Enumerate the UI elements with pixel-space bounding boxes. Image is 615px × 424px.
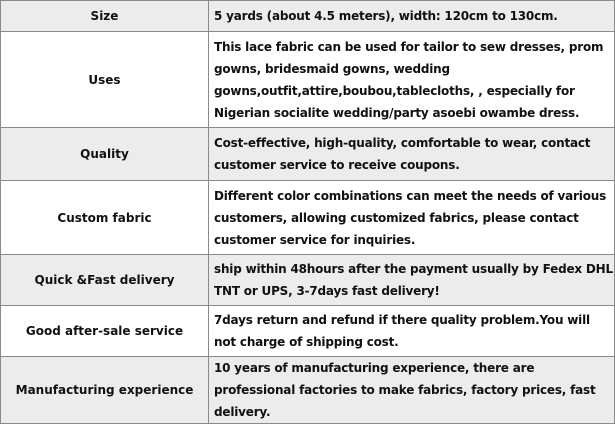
row-value: ship within 48hours after the payment us…	[208, 254, 615, 306]
value-line: Cost-effective, high-quality, comfortabl…	[214, 136, 591, 150]
row-label: Quick &Fast delivery	[0, 254, 209, 306]
value-line: TNT or UPS, 3-7days fast delivery!	[214, 284, 440, 298]
row-label: Uses	[0, 31, 209, 128]
value-line: 5 yards (about 4.5 meters), width: 120cm…	[214, 9, 558, 23]
value-line: ship within 48hours after the payment us…	[214, 262, 613, 276]
row-value: Different color combinations can meet th…	[208, 180, 615, 255]
row-label: Size	[0, 0, 209, 32]
row-value: Cost-effective, high-quality, comfortabl…	[208, 127, 615, 181]
table-row: Good after-sale service 7days return and …	[0, 305, 615, 357]
value-line: gowns,outfit,attire,boubou,tablecloths, …	[214, 83, 575, 98]
row-value: This lace fabric can be used for tailor …	[208, 31, 615, 128]
table-row: Size 5 yards (about 4.5 meters), width: 1…	[0, 0, 615, 32]
row-value: 7days return and refund if there quality…	[208, 305, 615, 357]
value-line: Different color combinations can meet th…	[214, 188, 607, 203]
value-line: This lace fabric can be used for tailor …	[214, 39, 604, 54]
value-line: 7days return and refund if there quality…	[214, 313, 590, 327]
value-line: Nigerian socialite wedding/party asoebi …	[214, 105, 580, 120]
value-line: customer service to receive coupons.	[214, 158, 460, 172]
value-line: gowns, bridesmaid gowns, wedding	[214, 61, 450, 76]
table-row: Uses This lace fabric can be used for tai…	[0, 31, 615, 128]
row-label: Good after-sale service	[0, 305, 209, 357]
table-row: Custom fabric Different color combination…	[0, 180, 615, 255]
value-line: 10 years of manufacturing experience, th…	[214, 361, 535, 375]
row-value: 10 years of manufacturing experience, th…	[208, 356, 615, 424]
value-line: not charge of shipping cost.	[214, 335, 399, 349]
row-label: Quality	[0, 127, 209, 181]
value-line: delivery.	[214, 405, 271, 419]
row-label: Manufacturing experience	[0, 356, 209, 424]
value-line: customer service for inquiries.	[214, 232, 416, 247]
value-line: professional factories to make fabrics, …	[214, 383, 596, 397]
row-label: Custom fabric	[0, 180, 209, 255]
table-row: Manufacturing experience 10 years of manu…	[0, 356, 615, 424]
value-line: customers, allowing customized fabrics, …	[214, 210, 579, 225]
row-value: 5 yards (about 4.5 meters), width: 120cm…	[208, 0, 615, 32]
table-row: Quick &Fast delivery ship within 48hours …	[0, 254, 615, 306]
table-row: Quality Cost-effective, high-quality, com…	[0, 127, 615, 181]
